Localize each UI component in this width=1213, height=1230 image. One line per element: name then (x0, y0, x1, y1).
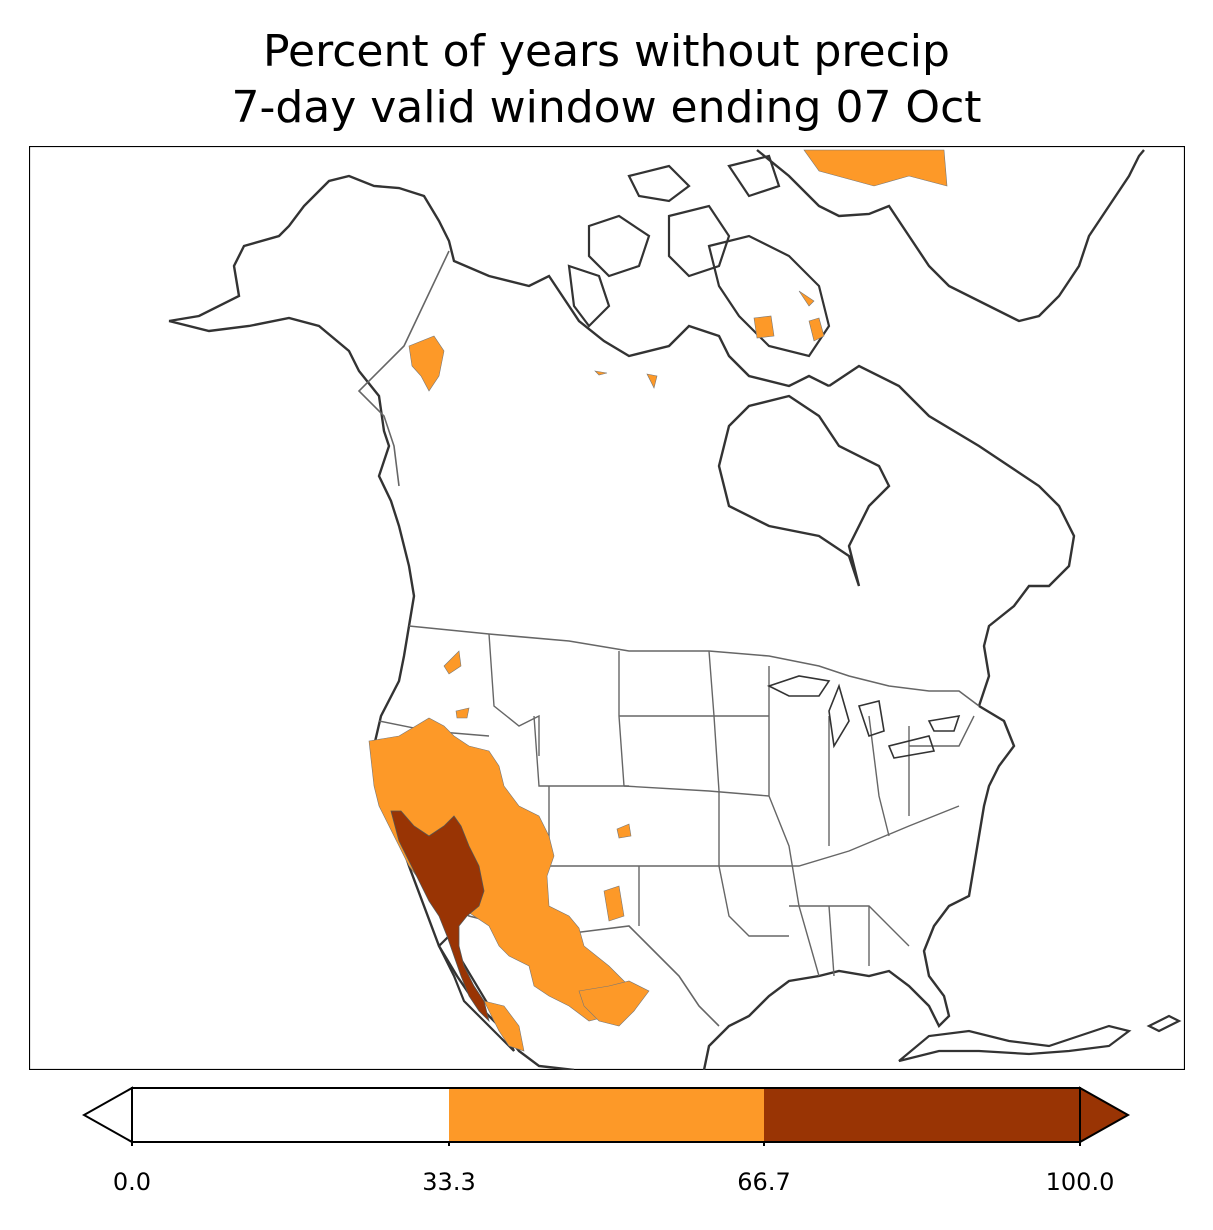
alaska-canada-border (357, 250, 450, 487)
map-title-line-1: Percent of years without precip (263, 26, 950, 77)
yukon-region (408, 335, 445, 392)
colorbar-bin-high (764, 1088, 1080, 1142)
colorbar-extend-low (82, 1086, 133, 1144)
arctic-island (667, 204, 731, 278)
colorbar-tick-label: 0.0 (112, 1168, 152, 1196)
us-east-coast (702, 704, 1016, 1070)
us-canada-border (408, 625, 980, 707)
colorbar (82, 1086, 1131, 1146)
oregon-patch (443, 650, 462, 675)
caribbean-island (1146, 1014, 1182, 1033)
arctic-patch (798, 290, 815, 307)
greenland-region (803, 149, 948, 187)
colorbar-tick-label: 33.3 (422, 1168, 476, 1196)
arctic-patch (646, 373, 658, 389)
colorbar-bin-mid (449, 1088, 764, 1142)
continent-coastline (168, 316, 575, 1070)
arctic-patch (808, 317, 825, 342)
cuba (898, 1024, 1132, 1063)
arctic-patch (753, 315, 775, 339)
hudson-bay-coast (717, 394, 891, 587)
map-frame (29, 146, 1185, 1070)
mid-percent-regions (368, 149, 948, 1052)
labrador-coast (828, 364, 1076, 707)
colorado-patch (616, 823, 632, 839)
colorbar-bin-low (132, 1088, 449, 1142)
arctic-island (727, 154, 781, 198)
california-high-region (390, 810, 490, 1023)
colorbar-extend-high (1079, 1086, 1131, 1144)
colorbar-tick-label: 100.0 (1045, 1168, 1115, 1196)
arctic-island (587, 214, 651, 278)
map-title-line-2: 7-day valid window ending 07 Oct (231, 82, 982, 133)
colorbar-tick-label: 66.7 (737, 1168, 791, 1196)
greenland (756, 149, 1145, 323)
baja-south-region (483, 1000, 525, 1052)
arctic-patch (594, 370, 608, 376)
great-lakes (766, 675, 961, 759)
arctic-island (627, 164, 691, 203)
arctic-island (567, 264, 611, 328)
alaska-coast (168, 174, 830, 388)
high-percent-regions (390, 810, 490, 1023)
arctic-island (707, 234, 831, 358)
idaho-patch (455, 707, 470, 719)
mexico-patch (578, 980, 650, 1027)
new-mexico-patch (603, 885, 625, 922)
